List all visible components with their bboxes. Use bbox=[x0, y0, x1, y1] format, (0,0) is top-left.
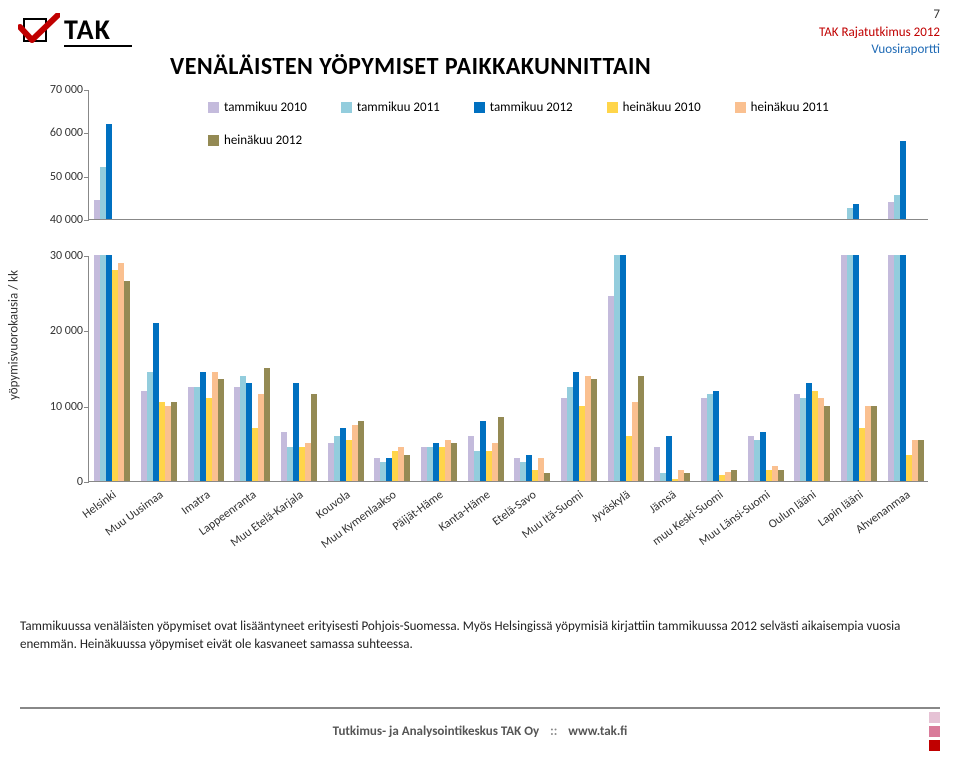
x-tick-label: Jyväskylä bbox=[589, 488, 633, 525]
bar bbox=[404, 455, 410, 481]
logo: TAK bbox=[18, 12, 132, 47]
bar-group bbox=[888, 255, 924, 481]
bar bbox=[311, 394, 317, 481]
legend-item: heinäkuu 2010 bbox=[607, 100, 701, 115]
bar-group bbox=[561, 372, 597, 481]
legend-label: heinäkuu 2010 bbox=[623, 100, 701, 115]
page-number: 7 bbox=[819, 6, 940, 24]
legend-swatch bbox=[474, 102, 485, 113]
bar-group bbox=[514, 455, 550, 481]
legend-swatch bbox=[735, 102, 746, 113]
footer-url: www.tak.fi bbox=[568, 724, 627, 739]
bar bbox=[824, 406, 830, 481]
header-right: 7 TAK Rajatutkimus 2012 Vuosiraportti bbox=[819, 6, 940, 59]
x-tick-label: Päijät-Häme bbox=[390, 488, 446, 534]
bar bbox=[900, 141, 906, 219]
legend-label: heinäkuu 2012 bbox=[224, 133, 302, 148]
legend-swatch bbox=[208, 102, 219, 113]
footer: Tutkimus- ja Analysointikeskus TAK Oy ::… bbox=[0, 724, 960, 739]
bar bbox=[871, 406, 877, 481]
bar bbox=[638, 376, 644, 481]
bar bbox=[918, 440, 924, 481]
legend-swatch bbox=[607, 102, 618, 113]
legend-label: tammikuu 2011 bbox=[357, 100, 440, 115]
legend-item: tammikuu 2010 bbox=[208, 100, 307, 115]
x-tick-label: Jämsä bbox=[647, 488, 679, 517]
footer-sep: :: bbox=[550, 724, 557, 739]
bar-group bbox=[701, 391, 737, 481]
bar bbox=[544, 473, 550, 481]
bar bbox=[171, 402, 177, 481]
bar bbox=[498, 417, 504, 481]
bar bbox=[713, 391, 719, 481]
x-tick-label: Imatra bbox=[179, 488, 213, 518]
bar-group bbox=[94, 255, 130, 481]
header-line-1: TAK Rajatutkimus 2012 bbox=[819, 24, 940, 42]
bar-group bbox=[841, 255, 877, 481]
bar-group bbox=[654, 436, 690, 481]
legend-item: tammikuu 2012 bbox=[474, 100, 573, 115]
plot-lower: 010 00020 00030 000 bbox=[88, 256, 928, 482]
legend-item: tammikuu 2011 bbox=[341, 100, 440, 115]
header-line-2: Vuosiraportti bbox=[819, 41, 940, 59]
legend-item: heinäkuu 2012 bbox=[208, 133, 302, 148]
x-tick-label: Oulun lääni bbox=[766, 488, 819, 532]
bar bbox=[778, 470, 784, 481]
bar bbox=[900, 255, 906, 481]
caption: Tammikuussa venäläisten yöpymiset ovat l… bbox=[20, 618, 940, 653]
chart-title: VENÄLÄISTEN YÖPYMISET PAIKKAKUNNITTAIN bbox=[170, 52, 651, 81]
bar-group bbox=[608, 255, 644, 481]
y-axis-label: yöpymisvuorokausia / kk bbox=[7, 270, 22, 400]
bar-group bbox=[188, 372, 224, 481]
logo-text: TAK bbox=[64, 12, 132, 47]
bar-group bbox=[748, 432, 784, 481]
bar bbox=[218, 379, 224, 481]
bar bbox=[124, 281, 130, 481]
bar-group bbox=[468, 417, 504, 481]
bar bbox=[853, 204, 859, 219]
bar-group bbox=[888, 141, 924, 219]
bar bbox=[451, 443, 457, 481]
footer-org: Tutkimus- ja Analysointikeskus TAK Oy bbox=[333, 724, 539, 739]
footer-squares bbox=[929, 712, 940, 751]
legend-label: heinäkuu 2011 bbox=[751, 100, 829, 115]
bar bbox=[731, 470, 737, 481]
footer-square bbox=[929, 726, 940, 737]
footer-square bbox=[929, 712, 940, 723]
legend-item: heinäkuu 2011 bbox=[735, 100, 829, 115]
bar-group bbox=[421, 440, 457, 481]
bar-group bbox=[94, 124, 130, 219]
bar bbox=[591, 379, 597, 481]
footer-rule bbox=[20, 707, 940, 709]
bar bbox=[684, 473, 690, 481]
bar bbox=[358, 421, 364, 481]
bar bbox=[106, 124, 112, 219]
x-tick-label: Kanta-Häme bbox=[436, 488, 493, 535]
bar-group bbox=[841, 204, 877, 219]
legend: tammikuu 2010 tammikuu 2011 tammikuu 2012 h… bbox=[208, 100, 848, 148]
legend-label: tammikuu 2012 bbox=[490, 100, 573, 115]
x-tick-label: Kouvola bbox=[313, 488, 353, 522]
bar-group bbox=[234, 368, 270, 481]
bar bbox=[264, 368, 270, 481]
bar-group bbox=[374, 447, 410, 481]
bar-group bbox=[328, 421, 364, 481]
legend-label: tammikuu 2010 bbox=[224, 100, 307, 115]
x-tick-label: Helsinki bbox=[80, 488, 119, 522]
bar-group bbox=[281, 383, 317, 481]
logo-check-icon bbox=[18, 13, 60, 47]
footer-square bbox=[929, 740, 940, 751]
bar bbox=[666, 436, 672, 481]
legend-swatch bbox=[341, 102, 352, 113]
chart: yöpymisvuorokausia / kk 40 00050 00060 0… bbox=[30, 90, 940, 580]
legend-swatch bbox=[208, 135, 219, 146]
bar-group bbox=[794, 383, 830, 481]
bar-group bbox=[141, 323, 177, 481]
